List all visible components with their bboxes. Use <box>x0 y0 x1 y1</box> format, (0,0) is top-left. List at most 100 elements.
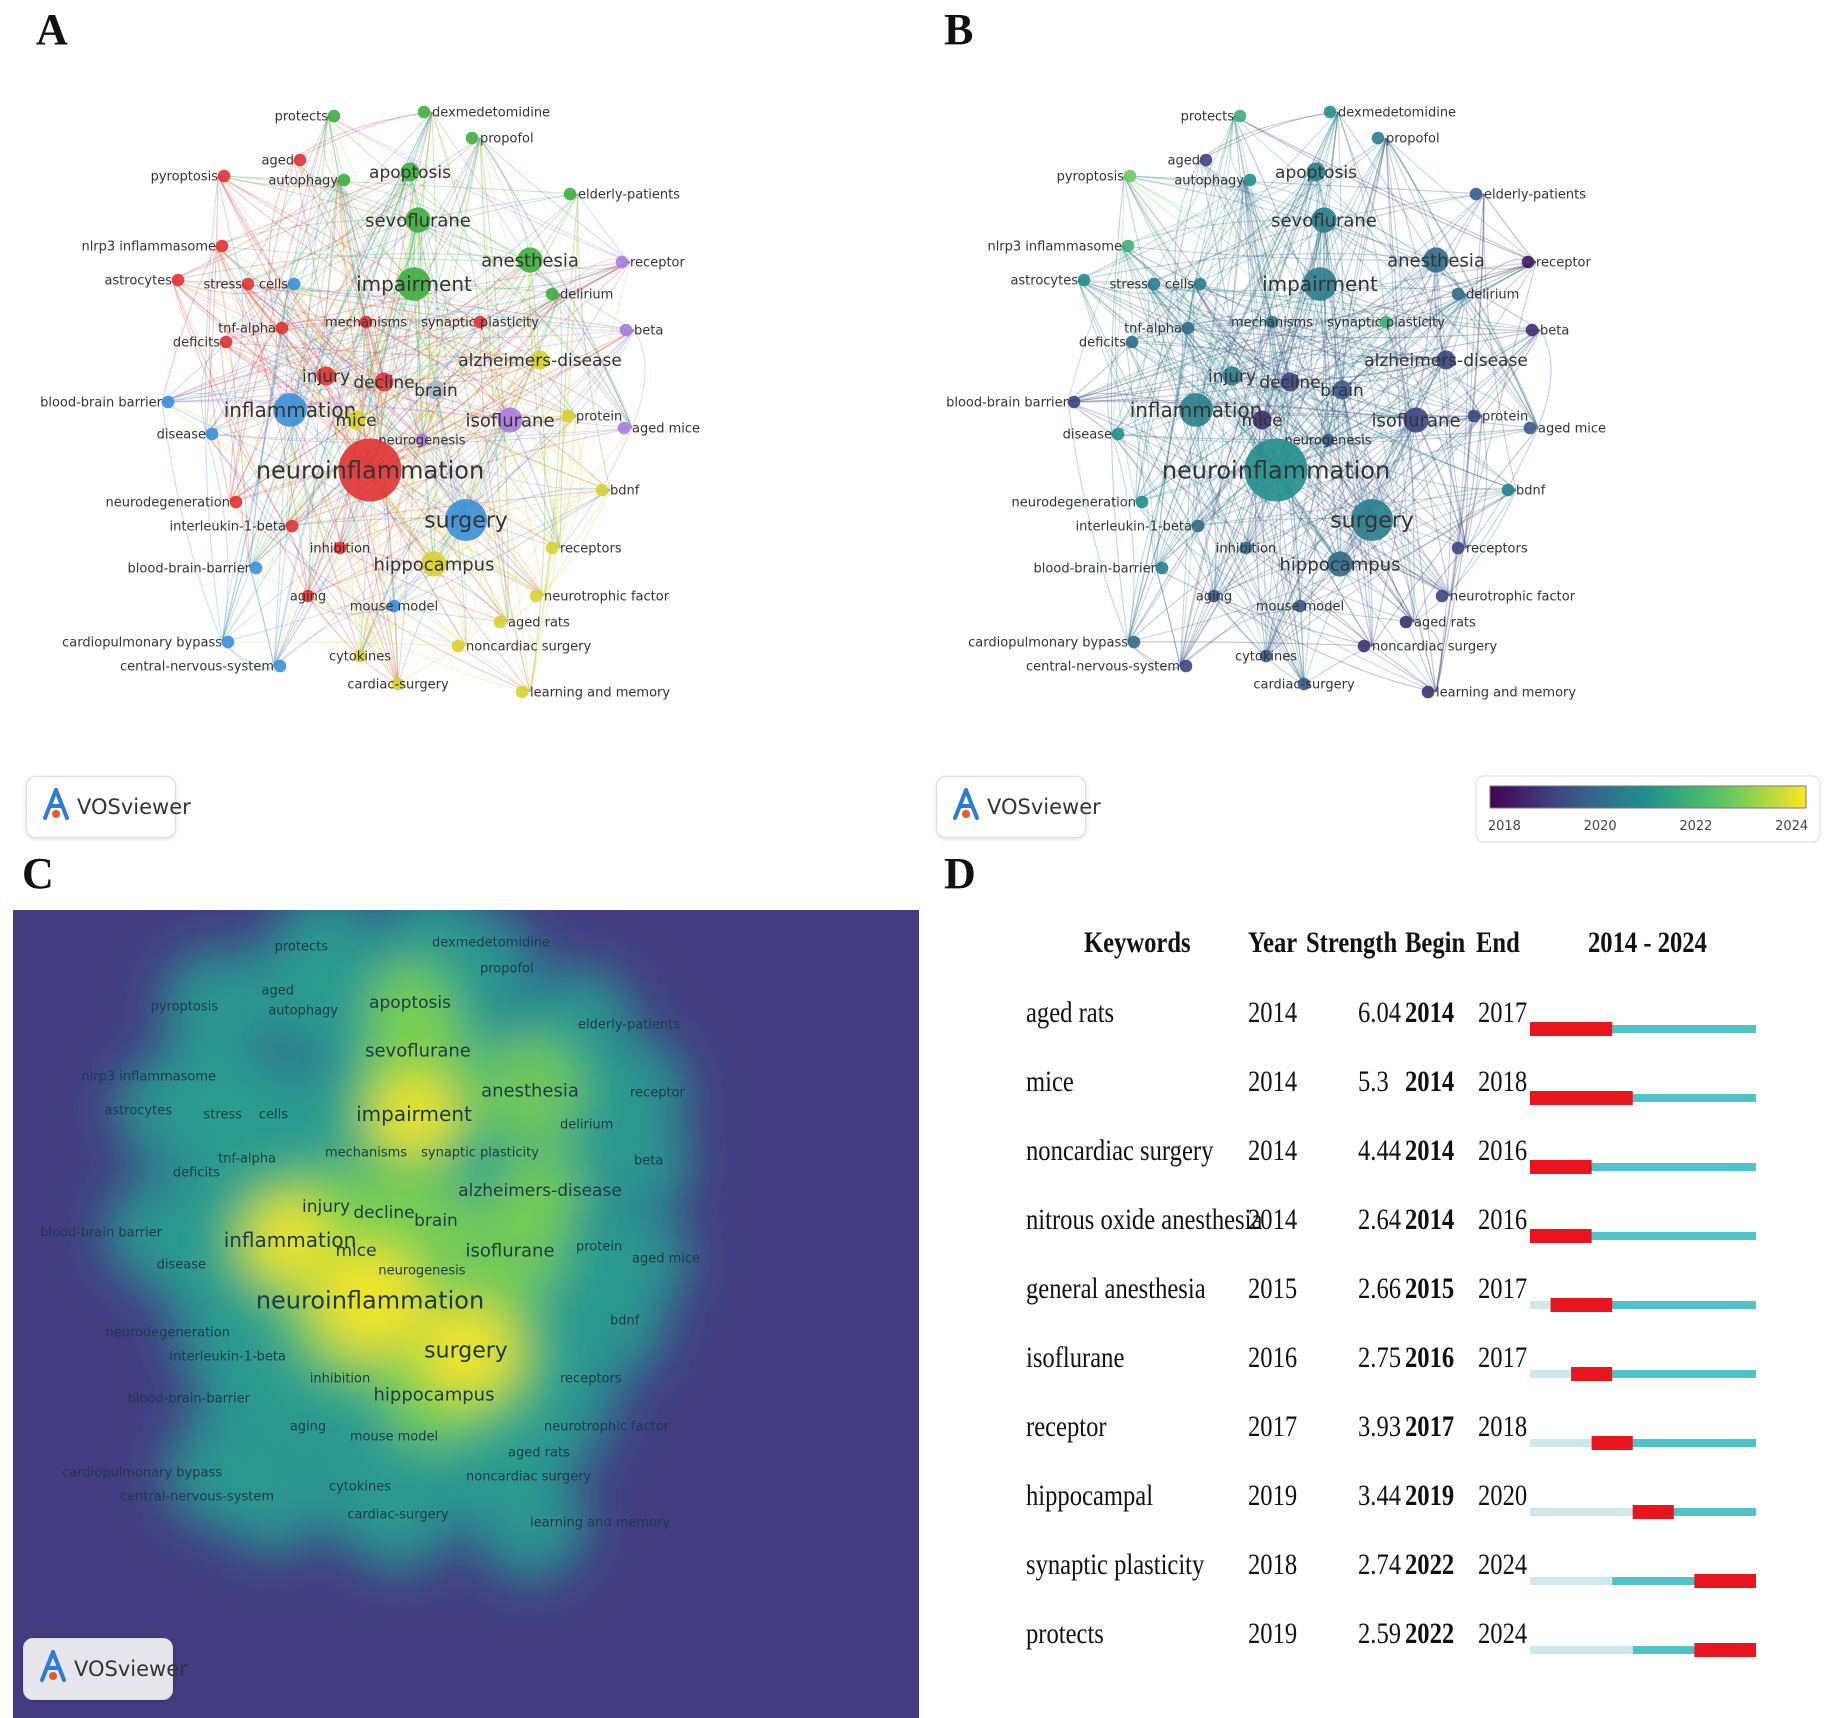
node-disease[interactable] <box>1111 427 1125 441</box>
node-inflammation[interactable] <box>273 393 307 427</box>
node-central-nervous-system[interactable] <box>273 659 287 673</box>
node-delirium[interactable] <box>545 287 559 301</box>
node-blood-brain-barrier[interactable] <box>1067 395 1081 409</box>
node-inhibition[interactable] <box>1239 541 1253 555</box>
node-propofol[interactable] <box>465 131 479 145</box>
node-bdnf[interactable] <box>595 483 609 497</box>
node-neurotrophic-factor[interactable] <box>529 589 543 603</box>
node-hippocampus[interactable] <box>421 551 447 577</box>
node-mechanisms[interactable] <box>1265 315 1279 329</box>
node-autophagy[interactable] <box>1243 173 1257 187</box>
node-mechanisms[interactable] <box>359 315 373 329</box>
node-neurodegeneration[interactable] <box>229 495 243 509</box>
node-astrocytes[interactable] <box>1077 273 1091 287</box>
node-dexmedetomidine[interactable] <box>1323 105 1337 119</box>
node-elderly-patients[interactable] <box>563 187 577 201</box>
node-nlrp3-inflammasome[interactable] <box>215 239 229 253</box>
node-blood-brain-barrier[interactable] <box>161 395 175 409</box>
node-injury[interactable] <box>1222 366 1242 386</box>
node-neuroinflammation[interactable] <box>1244 438 1308 502</box>
node-blood-brain-barrier[interactable] <box>1155 561 1169 575</box>
node-aged-mice[interactable] <box>1523 421 1537 435</box>
node-brain[interactable] <box>426 380 446 400</box>
node-protects[interactable] <box>1233 109 1247 123</box>
node-noncardiac-surgery[interactable] <box>451 639 465 653</box>
node-alzheimers-disease[interactable] <box>1436 350 1456 370</box>
node-neuroinflammation[interactable] <box>338 438 402 502</box>
node-mice[interactable] <box>1252 410 1272 430</box>
node-apoptosis[interactable] <box>1306 162 1326 182</box>
node-brain[interactable] <box>1332 380 1352 400</box>
node-receptor[interactable] <box>1521 255 1535 269</box>
node-mice[interactable] <box>346 410 366 430</box>
node-aged[interactable] <box>1199 153 1213 167</box>
node-neurotrophic-factor[interactable] <box>1435 589 1449 603</box>
node-protects[interactable] <box>327 109 341 123</box>
node-isoflurane[interactable] <box>497 407 523 433</box>
node-delirium[interactable] <box>1451 287 1465 301</box>
node-decline[interactable] <box>374 372 394 392</box>
node-beta[interactable] <box>1525 323 1539 337</box>
node-bdnf[interactable] <box>1501 483 1515 497</box>
node-cytokines[interactable] <box>1259 649 1273 663</box>
node-blood-brain-barrier[interactable] <box>249 561 263 575</box>
node-receptors[interactable] <box>545 541 559 555</box>
node-cytokines[interactable] <box>353 649 367 663</box>
node-impairment[interactable] <box>397 267 431 301</box>
node-cells[interactable] <box>1193 277 1207 291</box>
node-impairment[interactable] <box>1303 267 1337 301</box>
node-receptor[interactable] <box>615 255 629 269</box>
node-injury[interactable] <box>316 366 336 386</box>
node-hippocampus[interactable] <box>1327 551 1353 577</box>
node-noncardiac-surgery[interactable] <box>1357 639 1371 653</box>
node-pyroptosis[interactable] <box>1123 169 1137 183</box>
node-apoptosis[interactable] <box>400 162 420 182</box>
node-inflammation[interactable] <box>1179 393 1213 427</box>
node-alzheimers-disease[interactable] <box>530 350 550 370</box>
node-anesthesia[interactable] <box>517 247 543 273</box>
node-aged[interactable] <box>293 153 307 167</box>
node-neurogenesis[interactable] <box>1321 433 1335 447</box>
node-neurogenesis[interactable] <box>415 433 429 447</box>
node-synaptic-plasticity[interactable] <box>473 315 487 329</box>
node-pyroptosis[interactable] <box>217 169 231 183</box>
node-synaptic-plasticity[interactable] <box>1379 315 1393 329</box>
node-interleukin-1-beta[interactable] <box>1191 519 1205 533</box>
node-central-nervous-system[interactable] <box>1179 659 1193 673</box>
node-receptors[interactable] <box>1451 541 1465 555</box>
node-stress[interactable] <box>241 277 255 291</box>
node-cardiopulmonary-bypass[interactable] <box>1127 635 1141 649</box>
node-propofol[interactable] <box>1371 131 1385 145</box>
node-dexmedetomidine[interactable] <box>417 105 431 119</box>
node-surgery[interactable] <box>445 499 487 541</box>
node-learning-and-memory[interactable] <box>1421 685 1435 699</box>
node-disease[interactable] <box>205 427 219 441</box>
node-aged-rats[interactable] <box>1399 615 1413 629</box>
node-beta[interactable] <box>619 323 633 337</box>
node-aging[interactable] <box>1207 589 1221 603</box>
node-elderly-patients[interactable] <box>1469 187 1483 201</box>
node-tnf-alpha[interactable] <box>1181 321 1195 335</box>
node-isoflurane[interactable] <box>1403 407 1429 433</box>
node-tnf-alpha[interactable] <box>275 321 289 335</box>
node-surgery[interactable] <box>1351 499 1393 541</box>
node-decline[interactable] <box>1280 372 1300 392</box>
node-deficits[interactable] <box>219 335 233 349</box>
node-deficits[interactable] <box>1125 335 1139 349</box>
node-sevoflurane[interactable] <box>405 207 431 233</box>
node-nlrp3-inflammasome[interactable] <box>1121 239 1135 253</box>
node-aging[interactable] <box>301 589 315 603</box>
node-cardiopulmonary-bypass[interactable] <box>221 635 235 649</box>
node-autophagy[interactable] <box>337 173 351 187</box>
node-aged-rats[interactable] <box>493 615 507 629</box>
node-cardiac-surgery[interactable] <box>391 677 405 691</box>
node-interleukin-1-beta[interactable] <box>285 519 299 533</box>
node-anesthesia[interactable] <box>1423 247 1449 273</box>
node-protein[interactable] <box>561 409 575 423</box>
node-aged-mice[interactable] <box>617 421 631 435</box>
node-learning-and-memory[interactable] <box>515 685 529 699</box>
node-sevoflurane[interactable] <box>1311 207 1337 233</box>
node-protein[interactable] <box>1467 409 1481 423</box>
node-mouse-model[interactable] <box>1293 599 1307 613</box>
node-cardiac-surgery[interactable] <box>1297 677 1311 691</box>
